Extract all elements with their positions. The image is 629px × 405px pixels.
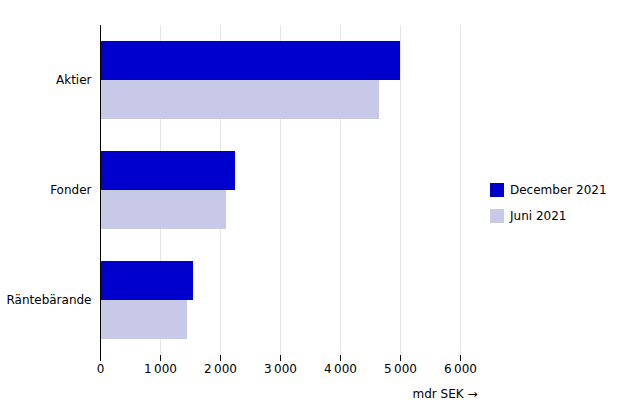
svg-text:Räntebärande: Räntebärande: [7, 293, 92, 307]
svg-text:Aktier: Aktier: [56, 73, 92, 87]
svg-text:6 000: 6 000: [444, 362, 477, 376]
html-text:Juni 2021: Juni 2021: [510, 208, 567, 223]
svg-text:5 000: 5 000: [384, 362, 417, 376]
svg-text:0: 0: [97, 362, 105, 376]
html-text:December 2021: December 2021: [510, 182, 607, 197]
svg-text:mdr SEK →: mdr SEK →: [413, 387, 478, 401]
svg-text:Fonder: Fonder: [50, 183, 91, 197]
svg-text:2 000: 2 000: [204, 362, 237, 376]
svg-text:1 000: 1 000: [144, 362, 177, 376]
svg-text:3 000: 3 000: [264, 362, 297, 376]
svg-text:4 000: 4 000: [324, 362, 357, 376]
